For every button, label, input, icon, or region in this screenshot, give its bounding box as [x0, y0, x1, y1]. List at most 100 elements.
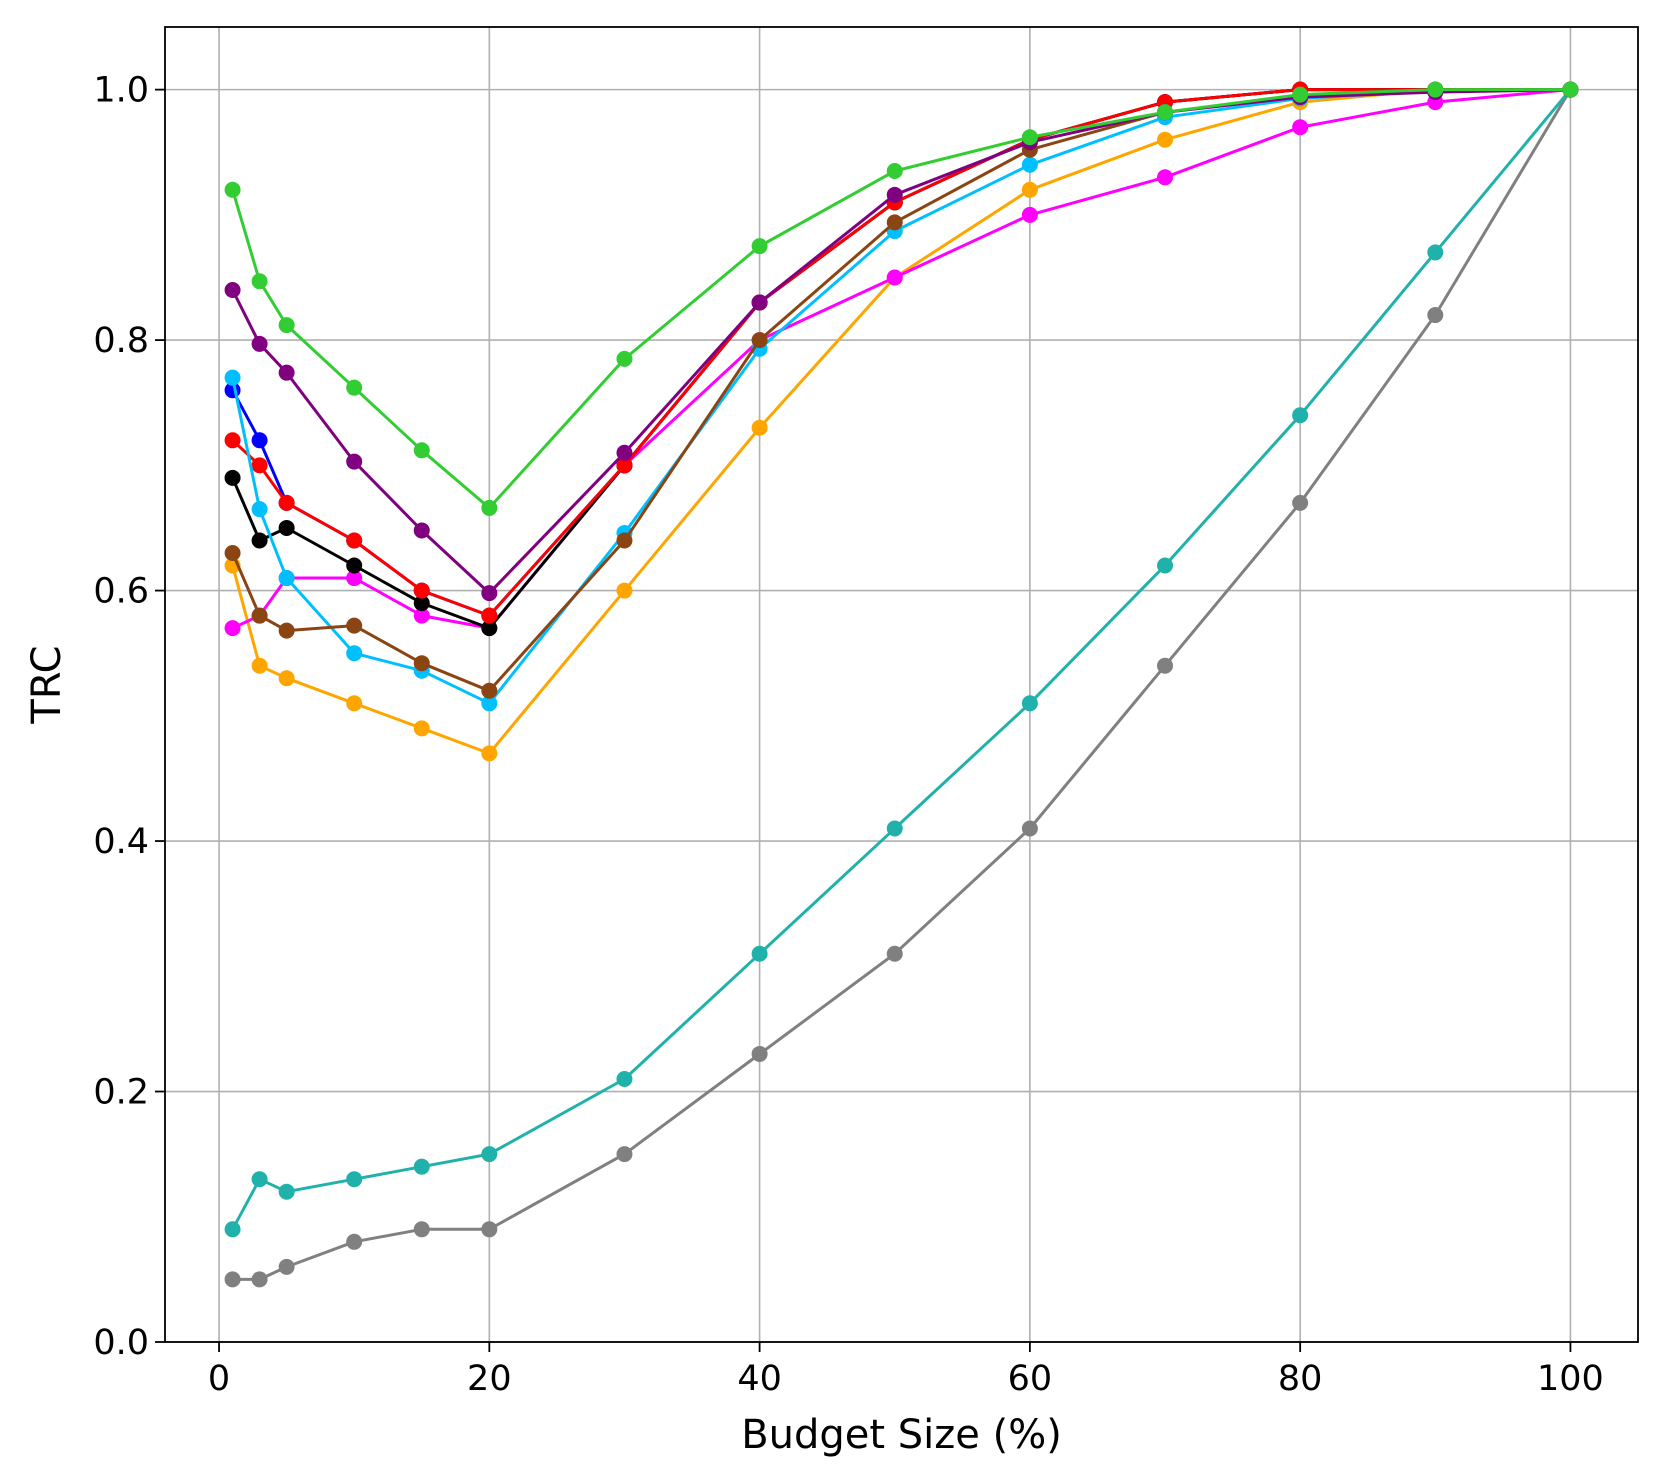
data-point-magenta [224, 620, 241, 637]
data-point-orange [1157, 131, 1174, 148]
data-point-deepskyblue [481, 695, 498, 712]
plot-background [165, 27, 1638, 1342]
data-point-deepskyblue [278, 570, 295, 587]
data-point-magenta [346, 570, 363, 587]
data-point-magenta [413, 607, 430, 624]
data-point-magenta [886, 269, 903, 286]
data-point-saddlebrown [413, 655, 430, 672]
data-point-saddlebrown [251, 607, 268, 624]
data-point-limegreen [346, 379, 363, 396]
data-point-limegreen [224, 181, 241, 198]
x-axis-label: Budget Size (%) [741, 1412, 1062, 1458]
x-tick-label: 60 [1008, 1359, 1053, 1399]
data-point-limegreen [886, 163, 903, 180]
data-point-limegreen [616, 350, 633, 367]
data-point-teal [251, 1171, 268, 1188]
data-point-orange [278, 670, 295, 687]
data-point-gray [886, 945, 903, 962]
data-point-purple [278, 364, 295, 381]
data-point-red [413, 582, 430, 599]
data-point-orange [251, 657, 268, 674]
data-point-teal [1021, 695, 1038, 712]
series-line-gray [232, 88, 1572, 1281]
data-point-teal [346, 1171, 363, 1188]
y-tick-label: 0.4 [93, 822, 149, 862]
data-point-magenta [1021, 206, 1038, 223]
series-line-red [231, 88, 1571, 618]
data-point-limegreen [1157, 104, 1174, 121]
data-point-teal [886, 820, 903, 837]
data-point-saddlebrown [616, 532, 633, 549]
data-point-purple [616, 444, 633, 461]
data-point-orange [616, 582, 633, 599]
data-point-saddlebrown [481, 682, 498, 699]
y-tick-label: 0.8 [93, 321, 149, 361]
x-tick-label: 40 [737, 1359, 782, 1399]
data-point-orange [1021, 181, 1038, 198]
data-point-orange [481, 745, 498, 762]
data-point-black [224, 469, 241, 486]
data-point-gray [1292, 494, 1309, 511]
data-point-orange [346, 695, 363, 712]
data-point-limegreen [413, 442, 430, 459]
series-line-limegreen [231, 88, 1571, 510]
plot-frame [164, 26, 1639, 1343]
data-point-red [481, 607, 498, 624]
data-point-orange [751, 419, 768, 436]
data-point-teal [224, 1221, 241, 1238]
data-point-purple [481, 585, 498, 602]
data-point-saddlebrown [278, 622, 295, 639]
data-point-limegreen [1021, 129, 1038, 146]
data-point-saddlebrown [224, 545, 241, 561]
data-point-gray [1427, 307, 1444, 324]
data-point-purple [346, 453, 363, 470]
y-tick-label: 1.0 [93, 71, 149, 111]
data-point-teal [278, 1183, 295, 1200]
data-point-purple [413, 522, 430, 539]
data-point-teal [481, 1146, 498, 1163]
data-point-magenta [1292, 119, 1309, 136]
series-line-magenta [231, 88, 1571, 630]
data-point-red [346, 532, 363, 549]
data-point-deepskyblue [1021, 156, 1038, 173]
data-point-saddlebrown [886, 214, 903, 231]
data-point-red [278, 494, 295, 511]
x-tick-label: 100 [1537, 1359, 1604, 1399]
data-point-limegreen [751, 238, 768, 255]
data-point-saddlebrown [751, 332, 768, 349]
data-point-gray [346, 1233, 363, 1250]
data-point-gray [481, 1221, 498, 1238]
data-point-purple [751, 294, 768, 311]
series-teal [224, 81, 1579, 1238]
data-point-deepskyblue [346, 645, 363, 662]
data-point-gray [1021, 820, 1038, 837]
data-point-black [278, 519, 295, 536]
data-point-red [224, 432, 241, 449]
data-point-teal [413, 1158, 430, 1175]
data-point-limegreen [481, 499, 498, 516]
data-point-gray [224, 1271, 241, 1288]
ticks: 0 20 40 60 80 100 0.0 0.2 0.4 0.6 0.8 1.0 [93, 71, 1604, 1399]
series-line-orange [231, 88, 1571, 755]
x-tick-label: 20 [467, 1359, 512, 1399]
data-point-deepskyblue [251, 501, 268, 518]
data-point-gray [751, 1045, 768, 1062]
data-point-saddlebrown [346, 617, 363, 634]
data-point-limegreen [251, 273, 268, 290]
data-point-black [481, 620, 498, 637]
data-point-gray [1157, 657, 1174, 674]
data-point-gray [413, 1221, 430, 1238]
data-point-red [251, 457, 268, 474]
data-point-teal [1427, 244, 1444, 261]
data-point-orange [413, 720, 430, 737]
data-point-gray [278, 1258, 295, 1275]
data-point-purple [224, 282, 241, 298]
data-point-limegreen [1427, 81, 1444, 98]
data-point-black [346, 557, 363, 574]
y-tick-label: 0.2 [93, 1073, 149, 1113]
data-point-gray [251, 1271, 268, 1288]
data-point-black [413, 595, 430, 612]
x-tick-label: 0 [208, 1359, 230, 1399]
data-point-teal [751, 945, 768, 962]
